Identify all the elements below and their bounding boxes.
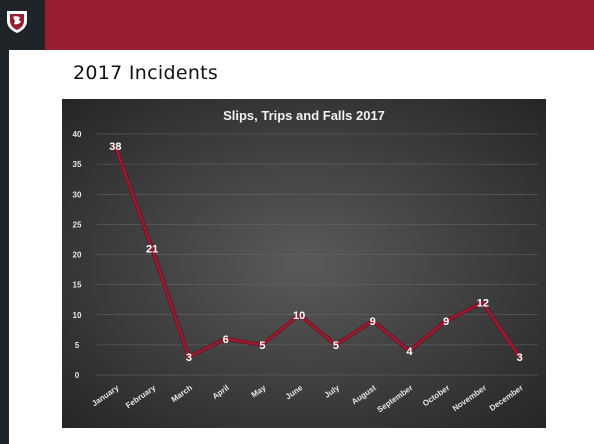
data-label: 5 bbox=[259, 340, 265, 352]
data-label: 5 bbox=[333, 340, 339, 352]
right-edge bbox=[588, 50, 594, 444]
data-point bbox=[261, 343, 264, 347]
data-label: 6 bbox=[223, 334, 229, 346]
chart-title: Slips, Trips and Falls 2017 bbox=[223, 108, 385, 123]
line-chart: Slips, Trips and Falls 2017 0 5 10 15 20 25 30… bbox=[62, 99, 546, 428]
data-point bbox=[114, 144, 117, 148]
series-line bbox=[114, 145, 521, 359]
header-band bbox=[9, 0, 594, 50]
chart-background bbox=[62, 99, 546, 428]
y-tick-label: 30 bbox=[73, 190, 82, 199]
data-point bbox=[334, 343, 338, 347]
data-point bbox=[187, 355, 191, 359]
data-point bbox=[444, 319, 448, 322]
data-label: 12 bbox=[477, 298, 489, 310]
left-sidebar-bar bbox=[0, 0, 9, 444]
chart-container: Slips, Trips and Falls 2017 0 5 10 15 20 25 30… bbox=[62, 99, 546, 428]
data-point bbox=[481, 301, 485, 304]
data-point bbox=[297, 313, 301, 316]
y-tick-label: 10 bbox=[73, 311, 82, 320]
y-tick-label: 20 bbox=[73, 251, 82, 260]
data-label: 4 bbox=[406, 346, 413, 358]
data-point bbox=[518, 355, 521, 359]
y-tick-label: 35 bbox=[73, 160, 82, 169]
wsu-cougar-shield-icon bbox=[7, 11, 27, 33]
data-point bbox=[224, 337, 227, 341]
data-label: 3 bbox=[517, 352, 523, 364]
y-tick-label: 15 bbox=[73, 281, 82, 290]
data-label: 3 bbox=[186, 352, 192, 364]
data-point bbox=[150, 247, 154, 250]
y-tick-label: 25 bbox=[73, 220, 82, 229]
data-point bbox=[408, 349, 411, 353]
y-tick-label: 5 bbox=[75, 341, 80, 350]
header-logo-block bbox=[0, 0, 45, 50]
data-point bbox=[371, 319, 374, 322]
data-label: 38 bbox=[109, 141, 121, 153]
y-tick-label: 40 bbox=[73, 130, 82, 139]
data-label: 9 bbox=[443, 316, 449, 328]
slide-title: 2017 Incidents bbox=[73, 62, 219, 84]
data-label: 9 bbox=[370, 316, 376, 328]
data-label: 10 bbox=[293, 310, 305, 322]
y-tick-label: 0 bbox=[75, 371, 80, 380]
data-label: 21 bbox=[146, 243, 158, 255]
